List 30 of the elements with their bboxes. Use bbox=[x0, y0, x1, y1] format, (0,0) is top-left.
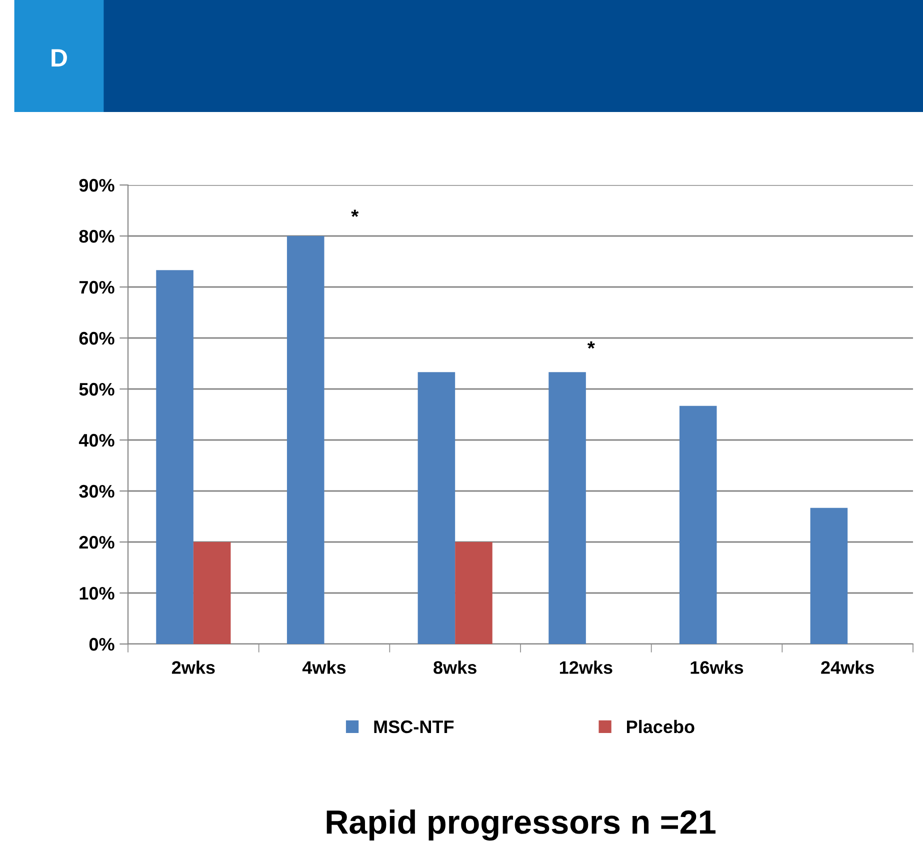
y-tick-label: 80% bbox=[79, 230, 114, 243]
y-tick-label: 30% bbox=[79, 484, 114, 498]
y-tick-label: 70% bbox=[79, 280, 114, 294]
y-tick-label: 50% bbox=[79, 382, 114, 396]
y-tick-label: 40% bbox=[78, 434, 114, 447]
text: D bbox=[52, 49, 67, 66]
legend-label: MSC-NTF bbox=[374, 720, 454, 734]
y-tick-label: 60% bbox=[79, 332, 114, 345]
x-tick-label: 2wks bbox=[172, 660, 215, 674]
x-tick-label: 4wks bbox=[302, 660, 346, 674]
bar bbox=[418, 372, 456, 644]
x-tick-label: 12wks bbox=[560, 660, 612, 674]
bar bbox=[548, 372, 586, 644]
x-tick-label: 16wks bbox=[690, 660, 744, 674]
text: Rapid progressors n =21 bbox=[326, 809, 716, 841]
x-tick-label: 24wks bbox=[821, 660, 874, 674]
legend-label: Placebo bbox=[627, 720, 694, 734]
y-tick-label: 10% bbox=[80, 586, 114, 600]
bar bbox=[286, 236, 324, 644]
x-tick-label: 8wks bbox=[434, 660, 476, 674]
y-tick-label: 0% bbox=[89, 638, 114, 651]
y-tick-label: 90% bbox=[79, 178, 114, 192]
bar bbox=[156, 270, 194, 644]
bar bbox=[193, 542, 231, 644]
y-tick-label: 20% bbox=[79, 536, 114, 549]
bar bbox=[810, 508, 848, 644]
annotation: * bbox=[587, 341, 595, 349]
bar bbox=[679, 406, 717, 644]
annotation: * bbox=[351, 210, 359, 217]
bar bbox=[455, 542, 492, 644]
